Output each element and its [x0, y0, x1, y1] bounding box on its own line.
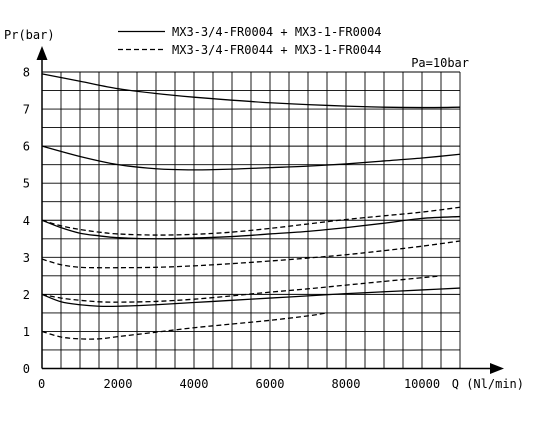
- legend: MX3-3/4-FR0004 + MX3-1-FR0004 MX3-3/4-FR…: [118, 25, 382, 57]
- y-tick-label: 7: [23, 103, 30, 117]
- curve-dashed-6: [41, 275, 442, 303]
- legend-solid-label: MX3-3/4-FR0004 + MX3-1-FR0004: [172, 25, 382, 39]
- annotation-supply-pressure: Pa=10bar: [411, 56, 469, 70]
- curve-dashed-5: [41, 240, 461, 269]
- curve-solid-2: [41, 145, 461, 171]
- y-tick-label: 8: [23, 66, 30, 80]
- grid: [41, 71, 461, 369]
- x-tick-label: 0: [38, 377, 45, 391]
- x-axis-label: Q (Nl/min): [452, 377, 524, 391]
- curve-dashed-3: [41, 206, 461, 236]
- x-tick-label: 4000: [180, 377, 209, 391]
- x-tick-label: 2000: [104, 377, 133, 391]
- x-tick-label: 6000: [256, 377, 285, 391]
- y-tick-label: 1: [23, 325, 30, 339]
- curve-solid-4: [41, 215, 461, 240]
- x-tick-label: 8000: [332, 377, 361, 391]
- y-axis-label: Pr(bar): [4, 28, 55, 42]
- curve-solid-7: [41, 287, 461, 308]
- y-axis-arrow: [36, 46, 48, 60]
- curves: [41, 73, 461, 340]
- legend-dashed-label: MX3-3/4-FR0044 + MX3-1-FR0044: [172, 43, 382, 57]
- axes: [36, 46, 504, 374]
- y-tick-label: 2: [23, 288, 30, 302]
- curve-dashed-8: [41, 312, 328, 340]
- y-tick-label: 4: [23, 214, 30, 228]
- y-tick-label: 3: [23, 251, 30, 265]
- x-tick-label: 10000: [404, 377, 440, 391]
- y-tick-label: 6: [23, 140, 30, 154]
- tick-labels: 0 2000 4000 6000 8000 10000 0 1 2 3 4 5 6 7 8: [23, 66, 440, 392]
- y-tick-label: 5: [23, 177, 30, 191]
- y-tick-label: 0: [23, 362, 30, 376]
- curve-solid-1: [41, 73, 461, 109]
- x-axis-arrow: [490, 363, 504, 374]
